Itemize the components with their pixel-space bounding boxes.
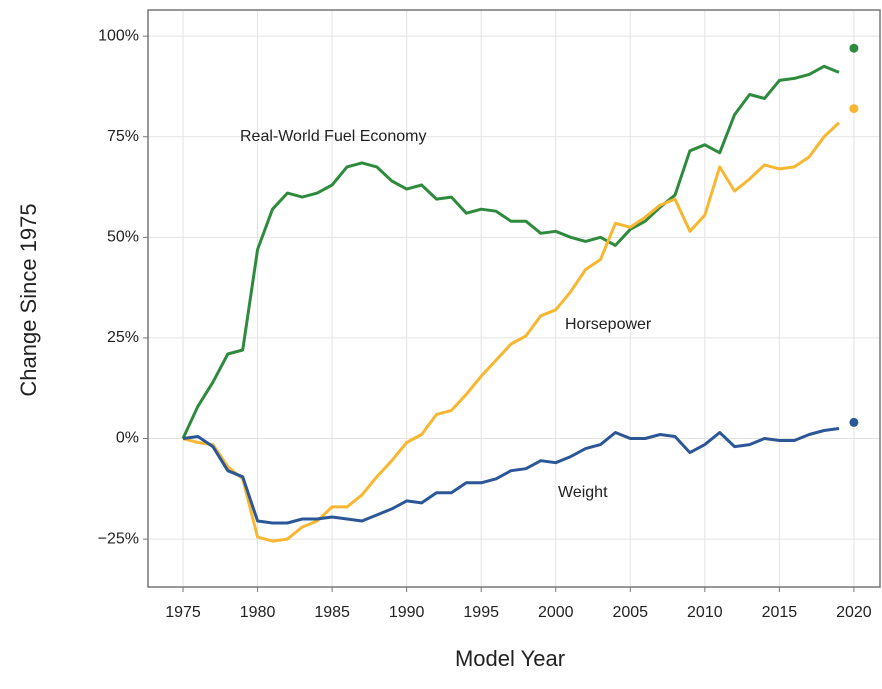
x-tick-label: 1990: [389, 604, 425, 621]
series-label: Horsepower: [565, 316, 652, 333]
series-line: [181, 64, 840, 440]
y-tick-label: 75%: [107, 128, 139, 145]
preliminary-point: [849, 104, 859, 114]
preliminary-point: [849, 417, 859, 427]
plot-frame: [147, 9, 881, 588]
x-tick-label: 2015: [762, 604, 798, 621]
x-tick-label: 1995: [463, 604, 499, 621]
x-tick-label: 1975: [165, 604, 201, 621]
x-tick-label: 2020: [836, 604, 872, 621]
y-tick-label: 25%: [107, 329, 139, 346]
series-line: [182, 427, 840, 525]
y-tick-label: 0%: [116, 430, 139, 447]
series-label: Real-World Fuel Economy: [240, 128, 426, 145]
preliminary-point: [849, 43, 859, 53]
series-label: Weight: [558, 484, 608, 501]
x-tick-label: 1985: [314, 604, 350, 621]
y-tick-label: 50%: [107, 229, 139, 246]
x-axis-title: Model Year: [455, 646, 565, 671]
y-axis-title: Change Since 1975: [16, 203, 41, 396]
y-tick-label: 100%: [98, 27, 139, 44]
x-tick-label: 2005: [612, 604, 648, 621]
series-line: [182, 121, 841, 543]
x-tick-label: 1980: [240, 604, 276, 621]
x-tick-label: 2010: [687, 604, 723, 621]
x-tick-label: 2000: [538, 604, 574, 621]
y-tick-label: −25%: [98, 530, 139, 547]
